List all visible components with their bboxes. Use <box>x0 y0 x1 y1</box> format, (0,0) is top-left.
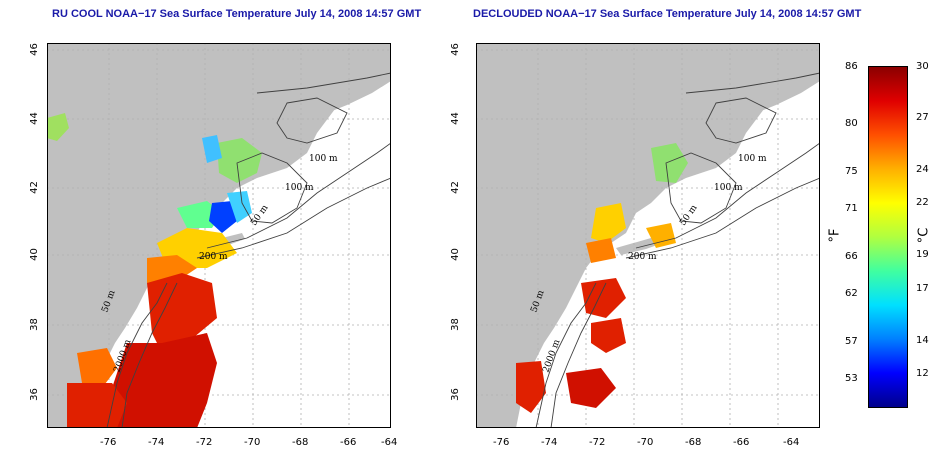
x-tick-label: -68 <box>685 437 702 448</box>
f-tick-label: 71 <box>845 203 858 214</box>
c-tick-label: 17 <box>916 283 929 294</box>
x-tick-label: -66 <box>733 437 750 448</box>
map-frame <box>47 43 391 428</box>
y-tick-label: 36 <box>449 388 461 401</box>
x-tick-label: -64 <box>783 437 800 448</box>
fahrenheit-unit-label: °F <box>827 228 843 243</box>
c-tick-label: 30 <box>916 61 929 72</box>
land-mass <box>476 43 820 428</box>
f-tick-label: 57 <box>845 336 858 347</box>
contour-label: 100 m <box>738 154 767 164</box>
c-tick-label: 12 <box>916 368 929 379</box>
left-map: 100 m 100 m 50 m 200 m 50 m 2000 m <box>47 43 391 428</box>
x-tick-label: -70 <box>637 437 654 448</box>
contour-label: 100 m <box>714 183 743 193</box>
f-tick-label: 86 <box>845 61 858 72</box>
x-tick-label: -64 <box>381 437 398 448</box>
c-tick-label: 22 <box>916 197 929 208</box>
sst-data <box>47 113 262 428</box>
contour-label: 200 m <box>628 252 657 262</box>
c-tick-label: 24 <box>916 164 929 175</box>
sst-data <box>516 143 688 413</box>
y-tick-label: 40 <box>449 248 461 261</box>
y-tick-label: 40 <box>28 248 40 261</box>
x-tick-label: -68 <box>292 437 309 448</box>
y-tick-label: 44 <box>449 112 461 125</box>
y-tick-label: 46 <box>28 43 40 56</box>
y-tick-label: 42 <box>28 181 40 194</box>
y-tick-label: 46 <box>449 43 461 56</box>
y-tick-label: 36 <box>28 388 40 401</box>
c-tick-label: 27 <box>916 112 929 123</box>
left-map-title: RU COOL NOAA−17 Sea Surface Temperature … <box>52 8 422 20</box>
right-map-title: DECLOUDED NOAA−17 Sea Surface Temperatur… <box>473 8 862 20</box>
x-tick-label: -72 <box>589 437 606 448</box>
f-tick-label: 53 <box>845 373 858 384</box>
y-tick-label: 38 <box>28 318 40 331</box>
x-tick-label: -72 <box>196 437 213 448</box>
contour-label: 100 m <box>285 183 314 193</box>
c-tick-label: 19 <box>916 249 929 260</box>
celsius-unit-label: °C <box>916 227 932 244</box>
x-tick-label: -66 <box>340 437 357 448</box>
y-tick-label: 38 <box>449 318 461 331</box>
x-tick-label: -76 <box>100 437 117 448</box>
bathymetry-contours <box>535 72 820 428</box>
map-frame <box>476 43 820 428</box>
colorbar-gradient <box>869 67 907 407</box>
f-tick-label: 75 <box>845 166 858 177</box>
x-tick-label: -76 <box>493 437 510 448</box>
x-tick-label: -74 <box>541 437 558 448</box>
x-tick-label: -74 <box>148 437 165 448</box>
f-tick-label: 80 <box>845 118 858 129</box>
grid-lines <box>476 43 820 428</box>
x-tick-label: -70 <box>244 437 261 448</box>
colorbar <box>868 66 908 408</box>
nova-scotia <box>277 63 391 123</box>
contour-label: 100 m <box>309 154 338 164</box>
f-tick-label: 66 <box>845 251 858 262</box>
y-tick-label: 44 <box>28 112 40 125</box>
c-tick-label: 14 <box>916 335 929 346</box>
f-tick-label: 62 <box>845 288 858 299</box>
nova-scotia <box>706 63 820 123</box>
y-tick-label: 42 <box>449 181 461 194</box>
contour-label: 200 m <box>199 252 228 262</box>
bathymetry-contours <box>106 72 391 428</box>
land-mass <box>47 43 391 428</box>
right-map: 100 m 100 m 50 m 200 m 50 m 2000 m <box>476 43 820 428</box>
